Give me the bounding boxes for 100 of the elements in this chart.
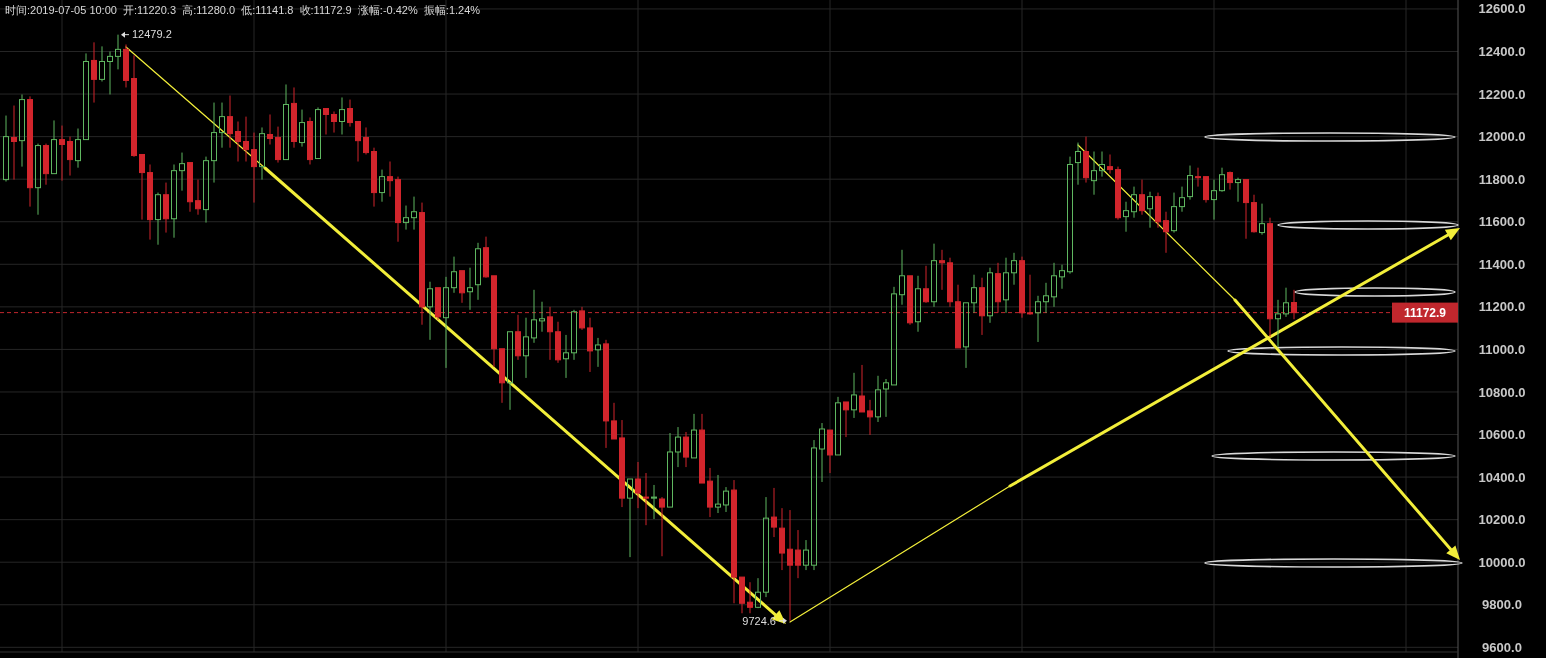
candlestick [179,152,185,192]
y-tick-label: 12600.0 [1478,1,1526,17]
candlestick [547,306,553,361]
candlestick [779,507,785,571]
candlestick [555,321,561,364]
candlestick [347,99,353,128]
candlestick [1139,179,1145,216]
candlestick [971,274,977,314]
chart-title: 时间:2019-07-05 10:00 开:11220.3 高:11280.0 低:11141.8 收:11172.9 涨幅:-0.42% 振幅:1.24% [5,4,481,16]
candlestick [395,176,401,243]
candlestick [411,196,417,231]
candlestick [131,54,137,157]
candlestick [1251,194,1257,233]
y-tick-label: 9600.0 [1482,639,1522,655]
candlestick [307,116,313,165]
candlestick [587,317,593,373]
candlestick [19,93,25,168]
y-tick-label: 10000.0 [1478,554,1526,570]
candlestick [1219,167,1225,192]
candlestick [219,102,225,149]
y-tick-label: 10800.0 [1478,384,1526,400]
candlestick [475,242,481,301]
candlestick [915,275,921,333]
candlestick [635,461,641,509]
candlestick [115,34,121,70]
candlestick [1275,299,1281,348]
candlestick [195,179,201,216]
candlestick [683,431,689,468]
candlestick [1043,282,1049,314]
candlestick [803,539,809,571]
y-tick-label: 12400.0 [1478,44,1526,60]
candlestick [299,109,305,148]
candlestick [443,276,449,369]
candlestick [1163,211,1169,254]
candlestick [1267,217,1273,338]
candlestick [1083,136,1089,184]
candlestick [979,277,985,336]
y-tick-label: 9800.0 [1482,597,1522,613]
candlestick [379,169,385,203]
candlestick [67,136,73,177]
candlestick [923,265,929,303]
candlestick [251,132,257,204]
y-tick-label: 10600.0 [1478,427,1526,443]
candlestick [3,115,9,183]
candlestick [211,102,217,184]
candlestick [331,111,337,134]
candlestick [883,378,889,418]
candlestick [1107,153,1113,175]
candlestick [1019,256,1025,319]
candlestick [731,479,737,604]
candlestick [107,51,113,95]
candlestick [227,95,233,149]
candlestick [875,375,881,423]
candlestick [723,486,729,513]
candlestick [371,147,377,208]
candlestick [1259,203,1265,236]
candlestick [819,422,825,483]
candlestick [267,113,273,145]
candlestick [867,399,873,436]
candlestick [659,496,665,557]
candlestick [995,262,1001,314]
candlestick [275,126,281,164]
candlestick [387,161,393,198]
candlestick [1171,192,1177,234]
candlestick [1123,201,1129,233]
candlestick [795,529,801,579]
candlestick [243,116,249,163]
candlestick [1155,192,1161,229]
candlestick [91,41,97,104]
y-tick-label: 12000.0 [1478,129,1526,145]
candlestick [515,314,521,361]
candlestick [419,202,425,326]
candlestick [123,43,129,88]
candlestick [147,163,153,241]
candlestick [171,163,177,239]
candlestick [1235,177,1241,203]
candlestick [747,581,753,614]
candlestick [1003,257,1009,314]
annotation: 9724.6 [742,614,776,627]
annotation: 12479.2 [132,28,172,41]
candlestick [35,143,41,216]
y-tick-label: 10400.0 [1478,469,1526,485]
candlestick [203,156,209,224]
candlestick [707,467,713,518]
candlestick [155,192,161,246]
candlestick [363,126,369,155]
candlestick [339,96,345,135]
candlestick [771,487,777,538]
candlestick [651,484,657,520]
candlestick [987,267,993,324]
candlestick [851,372,857,419]
candlestick [1091,151,1097,196]
candlestick [899,249,905,306]
candlestick [99,45,105,82]
candlestick [235,121,241,163]
candlestick [1283,287,1289,318]
candlestick [451,256,457,294]
candlestick [1195,167,1201,188]
candlestick [1059,264,1065,290]
candlestick [715,474,721,514]
